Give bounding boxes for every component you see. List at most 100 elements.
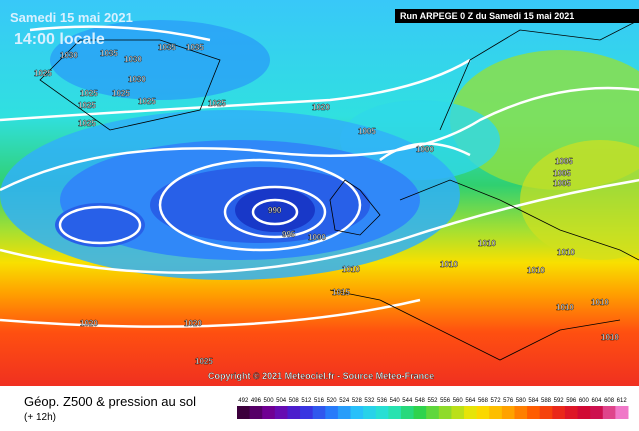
colorbar-swatch <box>312 406 326 419</box>
colorbar-tick-label: 500 <box>264 398 275 404</box>
isobar-label: 1020 <box>184 319 202 328</box>
isobar-label: 1005 <box>555 157 573 166</box>
colorbar-tick-label: 536 <box>377 398 388 404</box>
colorbar-tick-label: 516 <box>314 398 325 404</box>
colorbar-swatch <box>539 406 553 419</box>
isobar-label: 1030 <box>124 55 142 64</box>
colorbar-swatch <box>300 406 314 419</box>
colorbar-swatch <box>438 406 452 419</box>
colorbar-swatch <box>400 406 415 419</box>
colorbar-tick-label: 584 <box>528 398 539 404</box>
colorbar-swatch <box>527 406 541 419</box>
colorbar-tick-label: 564 <box>465 398 476 404</box>
isobar-label: 1005 <box>553 179 571 188</box>
colorbar-tick-label: 492 <box>238 398 249 404</box>
copyright: Copyright © 2021 Meteociel.fr - Source M… <box>208 371 434 381</box>
colorbar-tick-label: 512 <box>301 398 312 404</box>
isobar-label: 1010 <box>601 333 619 342</box>
colorbar-swatch <box>337 406 352 419</box>
isobar-label: 1035 <box>158 43 176 52</box>
colorbar-tick-label: 608 <box>604 398 615 404</box>
colorbar-swatch <box>262 406 276 419</box>
isobar-label: 1030 <box>128 75 146 84</box>
time: 14:00 locale <box>14 31 105 48</box>
colorbar-swatch <box>287 406 301 419</box>
colorbar-swatch <box>388 406 402 419</box>
colorbar-swatch <box>249 406 263 419</box>
footer-subtitle: (+ 12h) <box>24 412 56 423</box>
colorbar-swatch <box>552 406 566 419</box>
colorbar-swatch <box>426 406 440 419</box>
isobar-label: 1010 <box>557 248 575 257</box>
isobar-label: 1035 <box>186 43 204 52</box>
isobar-label: 1025 <box>195 357 213 366</box>
isobar-label: 1020 <box>312 103 330 112</box>
isobar-label: 1000 <box>308 233 326 242</box>
isobar-label: 1025 <box>112 89 130 98</box>
isobar-label: 995 <box>282 230 296 239</box>
isobar-label: 1025 <box>78 101 96 110</box>
colorbar-swatch <box>464 406 478 419</box>
isobar-label: 1010 <box>440 260 458 269</box>
isobar-label: 1010 <box>591 298 609 307</box>
date: Samedi 15 mai 2021 <box>10 10 133 25</box>
isobar-label: 1035 <box>100 49 118 58</box>
isobar-label: 1010 <box>527 266 545 275</box>
colorbar-tick-label: 532 <box>364 398 375 404</box>
isobar-label: 1000 <box>416 145 434 154</box>
colorbar-swatch <box>476 406 490 419</box>
colorbar-tick-label: 524 <box>339 398 350 404</box>
colorbar-swatch <box>325 406 339 419</box>
map-area <box>0 0 639 386</box>
colorbar-swatch <box>274 406 288 419</box>
isobar-label: 1025 <box>78 119 96 128</box>
colorbar-tick-label: 572 <box>491 398 502 404</box>
colorbar-swatch <box>564 406 579 419</box>
colorbar-tick-label: 520 <box>327 398 338 404</box>
colorbar-tick-label: 600 <box>579 398 590 404</box>
colorbar-swatch <box>489 406 503 419</box>
colorbar-tick-label: 544 <box>402 398 413 404</box>
colorbar-tick-label: 496 <box>251 398 262 404</box>
isobar-label: 1025 <box>138 97 156 106</box>
isobar-label: 990 <box>268 206 282 215</box>
isobar-label: 1010 <box>478 239 496 248</box>
isobar-label: 1005 <box>553 169 571 178</box>
colorbar-tick-label: 548 <box>415 398 426 404</box>
colorbar-tick-label: 580 <box>516 398 527 404</box>
isobar-label: 1030 <box>60 51 78 60</box>
colorbar-swatch <box>514 406 528 419</box>
colorbar-swatch <box>413 406 427 419</box>
colorbar-tick-label: 604 <box>591 398 602 404</box>
colorbar-swatch <box>375 406 389 419</box>
isobar-label: 1010 <box>342 265 360 274</box>
colorbar-tick-label: 576 <box>503 398 514 404</box>
colorbar-tick-label: 560 <box>453 398 464 404</box>
colorbar-swatch <box>501 406 515 419</box>
run-info: Run ARPEGE 0 Z du Samedi 15 mai 2021 <box>400 11 574 21</box>
colorbar-tick-label: 508 <box>289 398 300 404</box>
colorbar-tick-label: 596 <box>566 398 577 404</box>
isobar-label: 1025 <box>80 89 98 98</box>
isobar-label: 1020 <box>80 319 98 328</box>
colorbar-swatch <box>350 406 364 419</box>
colorbar-tick-label: 556 <box>440 398 451 404</box>
isobar-label: 1010 <box>556 303 574 312</box>
colorbar-tick-label: 592 <box>554 398 565 404</box>
colorbar-tick-label: 528 <box>352 398 363 404</box>
colorbar-swatch <box>602 406 616 419</box>
footer-title: Géop. Z500 & pression au sol <box>24 394 196 409</box>
isobar-label: 1025 <box>34 69 52 78</box>
colorbar-swatch <box>237 406 251 419</box>
isobar-label: 1025 <box>208 99 226 108</box>
colorbar-swatch <box>363 406 377 419</box>
colorbar-swatch <box>451 406 465 419</box>
colorbar-tick-label: 504 <box>276 398 287 404</box>
colorbar-swatch <box>590 406 604 419</box>
colorbar-tick-label: 568 <box>478 398 489 404</box>
isobar-label: 1015 <box>332 288 350 297</box>
colorbar-tick-label: 552 <box>427 398 438 404</box>
colorbar-tick-label: 612 <box>617 398 628 404</box>
colorbar-swatch <box>615 406 629 419</box>
